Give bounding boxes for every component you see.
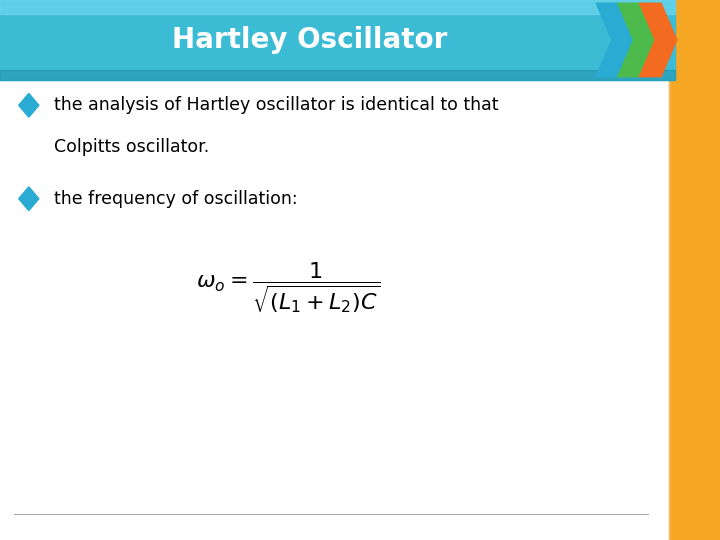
Bar bbox=[0, 0, 675, 80]
Bar bbox=[0, 0, 675, 15]
Bar bbox=[0, 70, 675, 80]
Text: $\omega_o = \dfrac{1}{\sqrt{(L_1 + L_2)C}}$: $\omega_o = \dfrac{1}{\sqrt{(L_1 + L_2)C… bbox=[196, 260, 380, 315]
Text: the frequency of oscillation:: the frequency of oscillation: bbox=[54, 190, 297, 208]
Polygon shape bbox=[19, 93, 39, 117]
Polygon shape bbox=[596, 3, 634, 77]
Text: Hartley Oscillator: Hartley Oscillator bbox=[172, 26, 447, 54]
Polygon shape bbox=[639, 3, 677, 77]
Polygon shape bbox=[618, 3, 655, 77]
Text: Colpitts oscillator.: Colpitts oscillator. bbox=[54, 138, 210, 157]
Polygon shape bbox=[19, 187, 39, 211]
Text: the analysis of Hartley oscillator is identical to that: the analysis of Hartley oscillator is id… bbox=[54, 96, 498, 114]
